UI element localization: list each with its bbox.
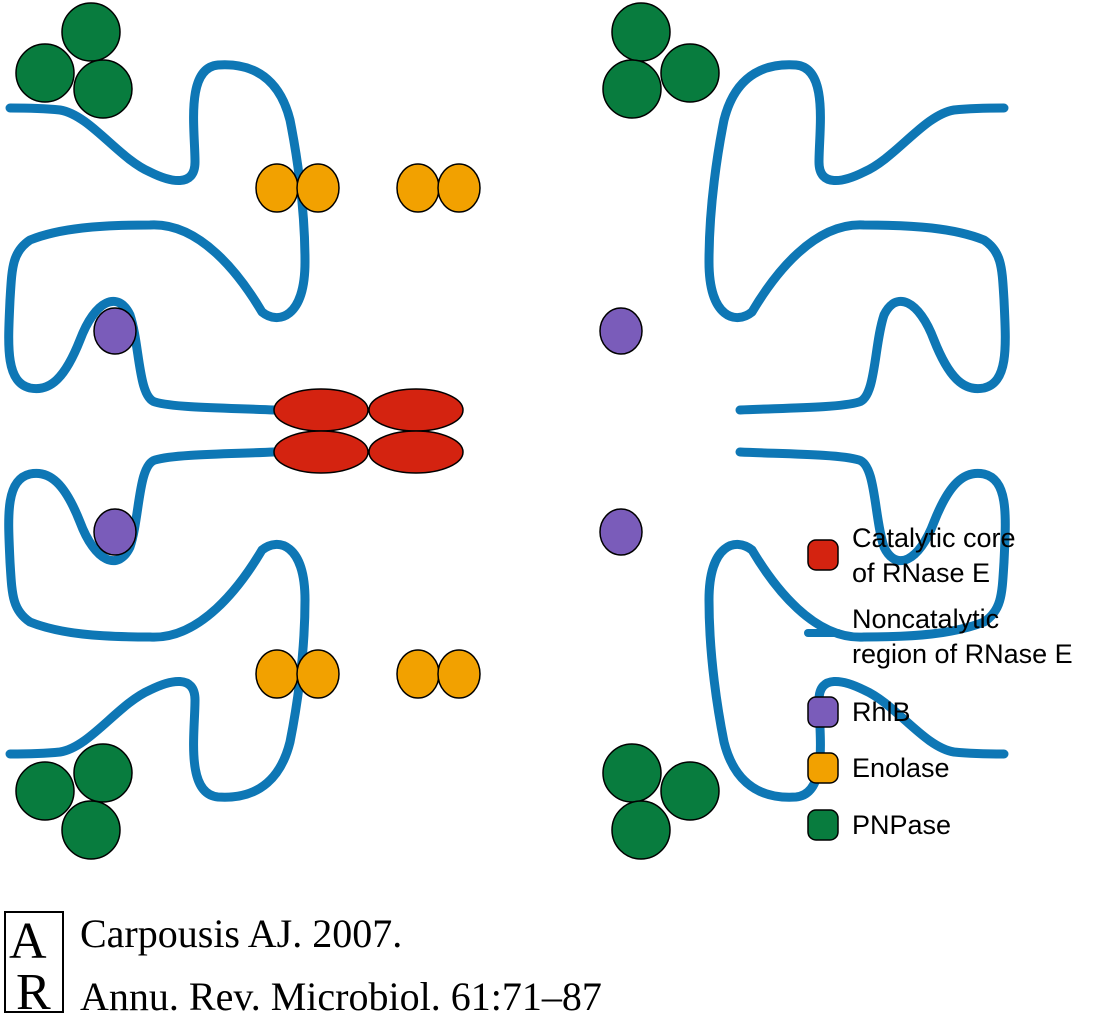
enolase-protein bbox=[437, 163, 481, 213]
pnpase-subunit bbox=[660, 43, 720, 103]
enolase-protein bbox=[255, 649, 299, 699]
legend-label-enolase: Enolase bbox=[852, 753, 950, 783]
pnpase-subunit bbox=[611, 800, 671, 860]
chain-bottom-left bbox=[9, 452, 305, 797]
journal-logo: A R bbox=[4, 911, 64, 1021]
pnpase-subunit bbox=[15, 43, 75, 103]
legend-label-noncatalytic-line1: Noncatalytic bbox=[852, 604, 999, 634]
legend-swatch-enolase bbox=[807, 752, 839, 784]
enolase-protein bbox=[396, 163, 440, 213]
catalytic-core-subunit bbox=[273, 388, 369, 432]
rhlb-protein bbox=[93, 508, 137, 556]
legend-swatch-pnpase bbox=[807, 809, 839, 841]
enolase-protein bbox=[296, 163, 340, 213]
catalytic-core-subunit bbox=[368, 388, 464, 432]
citation-line-2: Annu. Rev. Microbiol. 61:71–87 bbox=[80, 974, 602, 1019]
legend-label-catalytic-line1: Catalytic core bbox=[852, 523, 1016, 553]
pnpase-subunit bbox=[15, 761, 75, 821]
enolase-protein bbox=[396, 649, 440, 699]
catalytic-core-subunit bbox=[273, 430, 369, 474]
rhlb-protein bbox=[93, 307, 137, 355]
pnpase-subunit bbox=[61, 800, 121, 860]
chain-top-left bbox=[9, 65, 305, 410]
enolase-protein bbox=[255, 163, 299, 213]
legend-label-noncatalytic-line2: region of RNase E bbox=[852, 639, 1073, 669]
catalytic-core bbox=[273, 388, 464, 474]
enolase-proteins bbox=[255, 163, 481, 699]
legend: Catalytic core of RNase E Noncatalytic r… bbox=[804, 523, 1073, 841]
rhlb-protein bbox=[599, 508, 643, 556]
pnpase-subunit bbox=[602, 59, 662, 119]
chain-top-right bbox=[709, 65, 1005, 410]
pnpase-subunit bbox=[611, 2, 671, 62]
noncatalytic-region-chains bbox=[9, 65, 1006, 797]
catalytic-core-subunit bbox=[368, 430, 464, 474]
pnpase-subunit bbox=[660, 761, 720, 821]
logo-frame bbox=[4, 911, 64, 1013]
enolase-protein bbox=[296, 649, 340, 699]
pnpase-subunit bbox=[61, 2, 121, 62]
pnpase-subunit bbox=[73, 59, 133, 119]
legend-label-rhlb: RhlB bbox=[852, 697, 911, 727]
rhlb-protein bbox=[599, 307, 643, 355]
enolase-protein bbox=[437, 649, 481, 699]
pnpase-subunit bbox=[73, 743, 133, 803]
rhlb-proteins bbox=[93, 307, 643, 556]
citation-line-1: Carpousis AJ. 2007. bbox=[80, 911, 402, 956]
legend-swatch-rhlb bbox=[807, 696, 839, 728]
legend-label-pnpase: PNPase bbox=[852, 810, 951, 840]
logo-letter-r: R bbox=[16, 964, 51, 1021]
pnpase-subunit bbox=[602, 743, 662, 803]
logo-letter-a: A bbox=[9, 913, 47, 970]
legend-label-catalytic-line2: of RNase E bbox=[852, 558, 990, 588]
pnpase-trimers bbox=[15, 2, 720, 860]
legend-swatch-catalytic bbox=[807, 539, 839, 571]
